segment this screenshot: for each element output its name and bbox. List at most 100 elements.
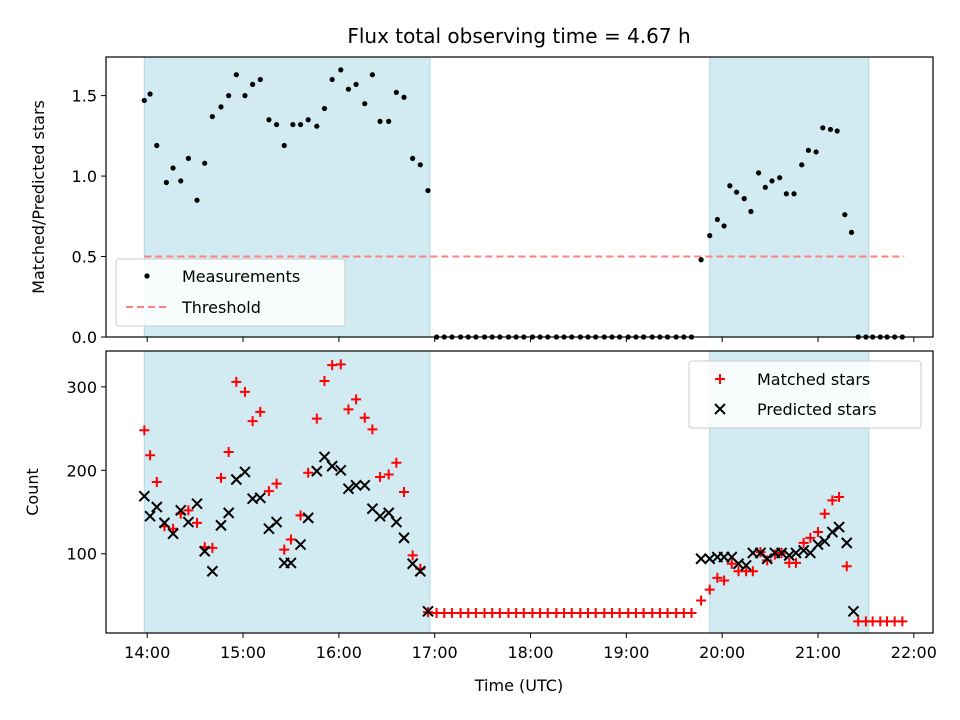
measurements-point [791,191,797,197]
matched-stars-point [367,424,378,435]
measurements-point [281,142,287,149]
matched-stars-point [897,616,908,627]
legend-measurements-marker [144,273,150,279]
bottom-y-axis-label: Count [23,468,42,516]
legend-box [115,258,346,327]
matched-stars-point [696,595,707,606]
predicted-stars-point [151,501,163,513]
predicted-stars-point [175,504,187,517]
matched-stars-point [192,517,203,528]
matched-stars-point [446,607,457,618]
matched-stars-point [239,386,250,397]
matched-stars-point [335,359,346,370]
matched-stars-point [704,584,715,595]
measurements-point [714,216,720,223]
matched-stars-point [271,478,282,489]
measurements-point [417,162,423,168]
matched-stars-point [827,495,838,506]
predicted-stars-point [398,532,410,544]
top-y-axis-label: Matched/Predicted stars [29,100,48,294]
matched-stars-point [145,450,156,461]
matched-stars-point [139,425,150,436]
legend-threshold-label: Threshold [181,298,261,317]
count-panel: 14:00 15:00 16:00 17:00 18:00 19:00 20:00 21:00… [66,350,937,662]
matched-stars-point [805,532,816,543]
matched-stars-point [285,534,296,545]
x-tick-label: 21:00 [795,643,841,662]
measurements-point [273,121,280,128]
measurements-point [769,178,775,184]
matched-stars-point [798,537,809,548]
matched-stars-point [279,544,290,555]
legend-predicted-marker [714,403,726,415]
measurements-point [185,155,192,161]
matched-stars-point [343,404,354,415]
matched-stars-point [542,607,553,618]
measurements-point [170,165,176,171]
matched-stars-point [223,446,234,457]
matched-stars-point [311,413,322,424]
matched-stars-point [255,406,266,417]
predicted-stars-point [342,482,355,495]
measurements-point [799,162,805,168]
matched-stars-point [359,412,370,423]
measurements-point [393,89,399,96]
matched-stars-point [470,607,481,618]
measurements-point [257,76,263,83]
matched-stars-point [762,555,773,566]
measurements-point [369,72,376,78]
measurements-point [194,197,200,203]
measurements-point [741,196,747,202]
predicted-stars-point [198,545,211,557]
predicted-stars-point [390,516,403,528]
legend-measurements-label: Measurements [182,267,300,286]
y-tick-label: 1.0 [72,167,97,186]
measurements-point [345,86,352,92]
x-tick-label: 15:00 [220,643,266,662]
y-tick-label: 300 [66,378,97,397]
measurements-point [425,187,431,194]
measurements-point [226,93,232,99]
matched-stars-point [303,467,314,478]
legend-predicted-label: Predicted stars [757,400,877,419]
axes-frame [105,56,934,338]
measurements-point [733,189,740,195]
x-tick-label: 17:00 [412,643,458,662]
matched-stars-point [168,523,179,534]
predicted-stars-point [812,538,824,551]
predicted-stars-point [302,512,314,524]
predicted-stars-point [797,544,810,557]
predicted-stars-point [182,516,195,528]
matched-stars-point [662,607,673,618]
predicted-stars-point [239,466,251,478]
matched-stars-point [686,607,697,618]
measurements-point [141,97,147,104]
measurements-point [777,175,783,181]
matched-stars-point [375,471,386,482]
x-tick-label: 19:00 [603,643,649,662]
matched-stars-point [518,607,529,618]
measurements-point [842,212,848,218]
predicted-stars-point [191,497,203,510]
matched-stars-point [790,557,801,568]
measurements-point [297,121,304,128]
matched-stars-point [327,360,338,371]
measurements-point [314,123,320,129]
matched-stars-point [813,527,824,538]
predicted-stars-point [311,465,323,477]
predicted-stars-point [167,528,179,540]
measurements-point [147,91,153,97]
matched-stars-point [215,472,226,483]
predicted-stars-point [382,507,395,519]
ratio-panel: 0.0 0.5 1.0 1.5 Measurements Threshold [72,56,934,347]
matched-stars-point [351,394,362,405]
predicted-stars-point [783,549,795,562]
predicted-stars-point [222,507,235,519]
measurements-point [338,67,344,73]
measurements-point [834,128,840,134]
x-tick-label: 14:00 [124,643,170,662]
matched-stars-point [614,607,625,618]
x-axis-label: Time (UTC) [474,676,563,695]
legend-matched-label: Matched stars [757,370,870,389]
axes-frame [105,350,934,634]
